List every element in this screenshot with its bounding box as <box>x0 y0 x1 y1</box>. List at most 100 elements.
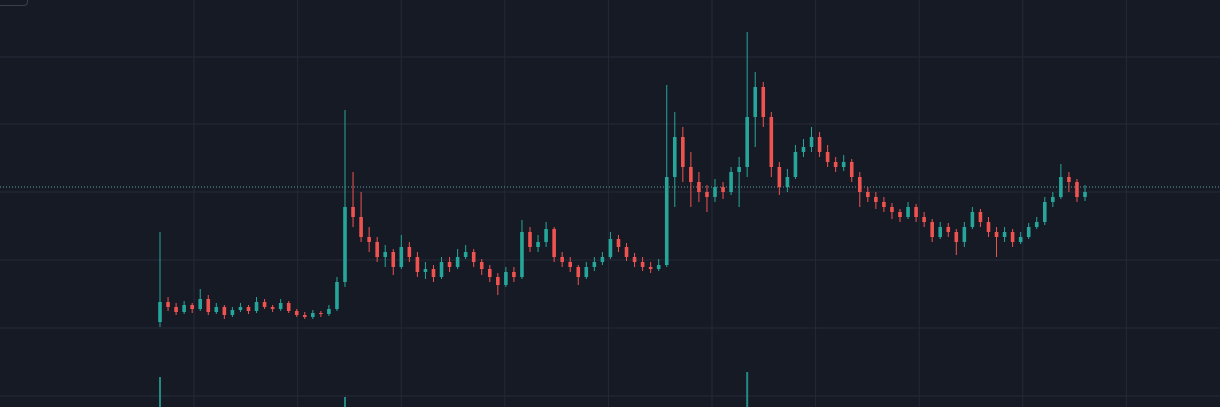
candle-body <box>1059 177 1063 197</box>
candle-body <box>664 177 669 265</box>
candle-body <box>793 152 798 177</box>
candle-body <box>311 313 315 317</box>
candle-body <box>415 257 420 272</box>
candle-body <box>520 232 524 277</box>
candle-body <box>600 257 605 262</box>
candles <box>158 32 1087 327</box>
candle-body <box>1026 227 1031 237</box>
candle-body <box>230 310 235 315</box>
candle-body <box>874 197 878 202</box>
candle-body <box>785 177 790 187</box>
volume-bar <box>159 377 161 407</box>
candle-body <box>512 272 516 277</box>
candle-body <box>1083 192 1087 197</box>
volume-bar <box>746 372 749 407</box>
candle-body <box>343 207 347 282</box>
candle-body <box>857 177 862 192</box>
candle-body <box>882 202 886 207</box>
candle-body <box>624 247 629 257</box>
candle-body <box>294 311 299 315</box>
candle-body <box>648 267 653 269</box>
candle-body <box>769 117 774 167</box>
candle-body <box>906 207 910 217</box>
candle-body <box>753 87 758 117</box>
candle-body <box>351 207 355 217</box>
toolbar-edge <box>0 0 28 6</box>
candle-body <box>608 239 613 257</box>
candle-body <box>190 305 194 309</box>
candle-body <box>447 262 452 267</box>
candle-body <box>496 277 500 285</box>
candle-body <box>439 262 444 277</box>
candle-body <box>1034 222 1039 227</box>
candle-body <box>705 192 709 197</box>
candle-body <box>1010 232 1015 242</box>
candle-body <box>930 222 934 237</box>
candle-body <box>254 302 259 311</box>
candle-body <box>1075 182 1079 197</box>
candle-body <box>576 267 581 277</box>
candle-body <box>302 315 307 317</box>
candle-body <box>423 269 428 272</box>
candle-body <box>721 187 725 192</box>
candle-body <box>898 212 902 217</box>
candle-body <box>560 257 564 262</box>
candle-body <box>1002 232 1007 237</box>
candle-body <box>270 307 275 309</box>
candle-body <box>431 269 436 277</box>
candle-body <box>592 262 597 267</box>
candle-body <box>737 167 741 172</box>
candle-body <box>487 269 492 277</box>
candle-body <box>761 87 766 117</box>
candle-body <box>1018 237 1023 242</box>
candle-body <box>528 232 532 247</box>
candle-body <box>1051 197 1055 202</box>
candle-body <box>214 307 219 312</box>
candle-body <box>584 267 589 277</box>
candle-body <box>335 282 339 309</box>
candle-body <box>367 237 371 242</box>
candle-body <box>616 239 621 247</box>
candle-body <box>640 262 645 267</box>
candle-body <box>954 232 959 242</box>
candle-body <box>455 257 460 267</box>
candle-body <box>182 305 186 312</box>
candle-body <box>504 272 508 285</box>
candle-body <box>568 262 573 267</box>
candle-body <box>922 217 926 222</box>
candle-body <box>946 227 951 232</box>
candle-body <box>536 242 540 247</box>
candle-body <box>866 192 870 197</box>
candle-body <box>319 313 323 314</box>
volume-bar <box>344 397 346 407</box>
candle-body <box>383 252 388 257</box>
candle-body <box>359 217 363 237</box>
candle-body <box>938 227 943 237</box>
candle-body <box>238 307 243 310</box>
candle-body <box>632 257 637 262</box>
candle-body <box>375 242 379 257</box>
candle-body <box>970 212 975 227</box>
candle-body <box>222 307 227 315</box>
candle-body <box>262 302 267 307</box>
candle-body <box>849 162 854 177</box>
candle-body <box>809 137 814 147</box>
candle-body <box>552 229 556 257</box>
candle-body <box>399 247 404 267</box>
candle-body <box>479 262 484 269</box>
candle-body <box>777 167 782 187</box>
candle-body <box>914 207 918 217</box>
candle-body <box>729 172 733 192</box>
volume-bars <box>159 372 749 407</box>
candle-body <box>745 117 749 167</box>
candle-body <box>697 182 701 192</box>
candle-body <box>286 303 291 311</box>
candle-body <box>327 309 331 314</box>
candle-body <box>978 212 983 222</box>
candle-body <box>198 299 203 309</box>
candle-body <box>689 167 693 182</box>
candle-body <box>672 137 677 177</box>
candle-body <box>158 302 162 322</box>
